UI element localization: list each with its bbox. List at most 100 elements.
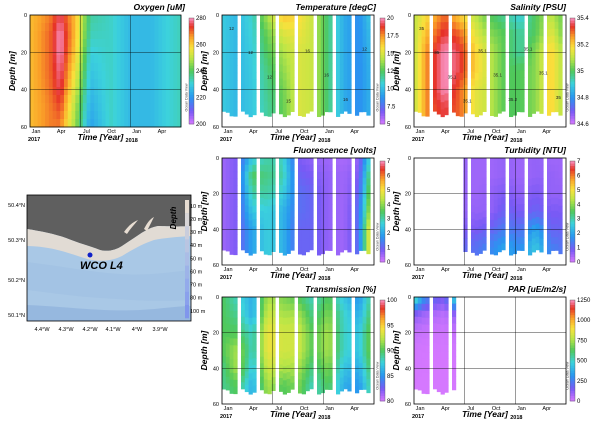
fluorescence-cell bbox=[347, 164, 352, 172]
oxygen-colorbar-swatch bbox=[189, 63, 194, 67]
oxygen-cell bbox=[75, 87, 80, 96]
map-depth-label: 20 m bbox=[190, 217, 203, 223]
par-cell bbox=[440, 373, 445, 381]
turbidity-cell bbox=[550, 177, 555, 185]
fluorescence-cell bbox=[241, 217, 246, 225]
fluorescence-colorbar-swatch bbox=[380, 211, 385, 215]
fluorescence-cell bbox=[347, 205, 352, 213]
oxygen-cell bbox=[116, 31, 121, 40]
turbidity-cell bbox=[531, 178, 536, 186]
fluorescence-cell bbox=[298, 185, 303, 193]
transmission-cell bbox=[271, 337, 276, 345]
oxygen-cell bbox=[79, 87, 84, 96]
oxygen-cell bbox=[41, 103, 46, 112]
par-cell bbox=[421, 338, 426, 346]
temperature-cell bbox=[358, 104, 363, 113]
temperature-cell bbox=[260, 70, 265, 78]
temperature-cell bbox=[343, 63, 348, 71]
salinity-cell bbox=[478, 107, 483, 116]
oxygen-cell bbox=[154, 55, 159, 64]
fluorescence-cell bbox=[336, 178, 341, 187]
transmission-cell bbox=[279, 364, 284, 372]
salinity-depth-tick: 60 bbox=[405, 125, 411, 131]
temperature-cell bbox=[328, 70, 333, 78]
turbidity-cell bbox=[493, 192, 498, 200]
temperature-cell bbox=[279, 50, 284, 58]
temperature-cell bbox=[309, 15, 314, 23]
fluorescence-cell bbox=[320, 171, 325, 179]
fluorescence-cell bbox=[267, 178, 272, 187]
temperature-cell bbox=[248, 109, 253, 118]
oxygen-colorbar-swatch bbox=[189, 89, 194, 93]
oxygen-cell bbox=[124, 103, 129, 112]
fluorescence-cell bbox=[229, 240, 234, 248]
par-cell bbox=[440, 345, 445, 353]
salinity-cell bbox=[471, 64, 476, 72]
turbidity-cell bbox=[493, 164, 498, 173]
turbidity-colorbar-swatch bbox=[570, 229, 575, 233]
salinity-cell bbox=[493, 80, 498, 88]
turbidity-cell bbox=[539, 211, 544, 219]
par-cell bbox=[414, 297, 419, 304]
fluorescence-colorbar-swatch bbox=[380, 256, 385, 260]
turbidity-cell bbox=[497, 171, 502, 179]
salinity-contour-label: 35.1 bbox=[524, 47, 533, 52]
temperature-colorbar-swatch bbox=[380, 97, 385, 101]
transmission-cell bbox=[320, 310, 325, 318]
oxygen-cell bbox=[37, 95, 42, 104]
temperature-cell bbox=[248, 87, 253, 96]
oxygen-cell bbox=[135, 71, 140, 80]
oxygen-cell bbox=[124, 55, 129, 64]
fluorescence-cell bbox=[290, 158, 295, 165]
salinity-cell bbox=[444, 15, 449, 23]
turbidity-depth-tick: 40 bbox=[405, 227, 411, 233]
transmission-cell bbox=[324, 356, 329, 364]
salinity-cell bbox=[547, 43, 552, 52]
salinity-cell bbox=[531, 29, 536, 37]
oxygen-cell bbox=[79, 111, 84, 120]
temperature-contour-label: 12 bbox=[229, 26, 235, 31]
oxygen-colorbar-swatch bbox=[189, 110, 194, 114]
turbidity-cell bbox=[512, 199, 517, 207]
oxygen-cell bbox=[158, 87, 163, 96]
oxygen-cell bbox=[75, 15, 80, 24]
turbidity-cell bbox=[497, 218, 502, 226]
par-cell bbox=[444, 303, 449, 312]
temperature-cell bbox=[244, 64, 249, 73]
salinity-cell bbox=[558, 50, 563, 59]
temperature-cell bbox=[339, 15, 344, 23]
transmission-cell bbox=[229, 352, 234, 360]
oxygen-cell bbox=[48, 79, 54, 88]
salinity-cell bbox=[558, 79, 563, 87]
salinity-cell bbox=[452, 49, 457, 58]
fluorescence-cell bbox=[244, 205, 249, 213]
temperature-cell bbox=[358, 56, 363, 64]
turbidity-cell bbox=[539, 231, 544, 240]
fluorescence-cell bbox=[286, 246, 291, 254]
transmission-cell bbox=[358, 316, 363, 324]
salinity-cell bbox=[459, 15, 464, 23]
transmission-colorbar-swatch bbox=[380, 335, 385, 339]
oxygen-cell bbox=[94, 39, 99, 48]
temperature-colorbar-swatch bbox=[380, 81, 385, 85]
turbidity-colorbar-swatch bbox=[570, 161, 575, 164]
transmission-cell bbox=[339, 357, 344, 365]
temperature-cell bbox=[324, 70, 329, 78]
salinity-cell bbox=[414, 63, 419, 71]
fluorescence-cell bbox=[328, 191, 333, 199]
transmission-cell bbox=[324, 323, 329, 331]
par-colorbar-swatch bbox=[570, 378, 575, 382]
temperature-colorbar-swatch bbox=[380, 63, 385, 67]
oxygen-cell bbox=[158, 95, 163, 104]
transmission-cell bbox=[328, 310, 333, 318]
turbidity-cell bbox=[528, 213, 533, 221]
oxygen-cell bbox=[109, 79, 114, 88]
transmission-cell bbox=[309, 356, 314, 364]
transmission-cell bbox=[286, 324, 291, 332]
oxygen-cell bbox=[120, 39, 125, 48]
temperature-cell bbox=[248, 15, 253, 23]
transmission-colorbar-swatch bbox=[380, 358, 385, 361]
turbidity-cell bbox=[474, 234, 479, 242]
turbidity-cell bbox=[490, 212, 495, 221]
fluorescence-colorbar-swatch bbox=[380, 196, 385, 200]
